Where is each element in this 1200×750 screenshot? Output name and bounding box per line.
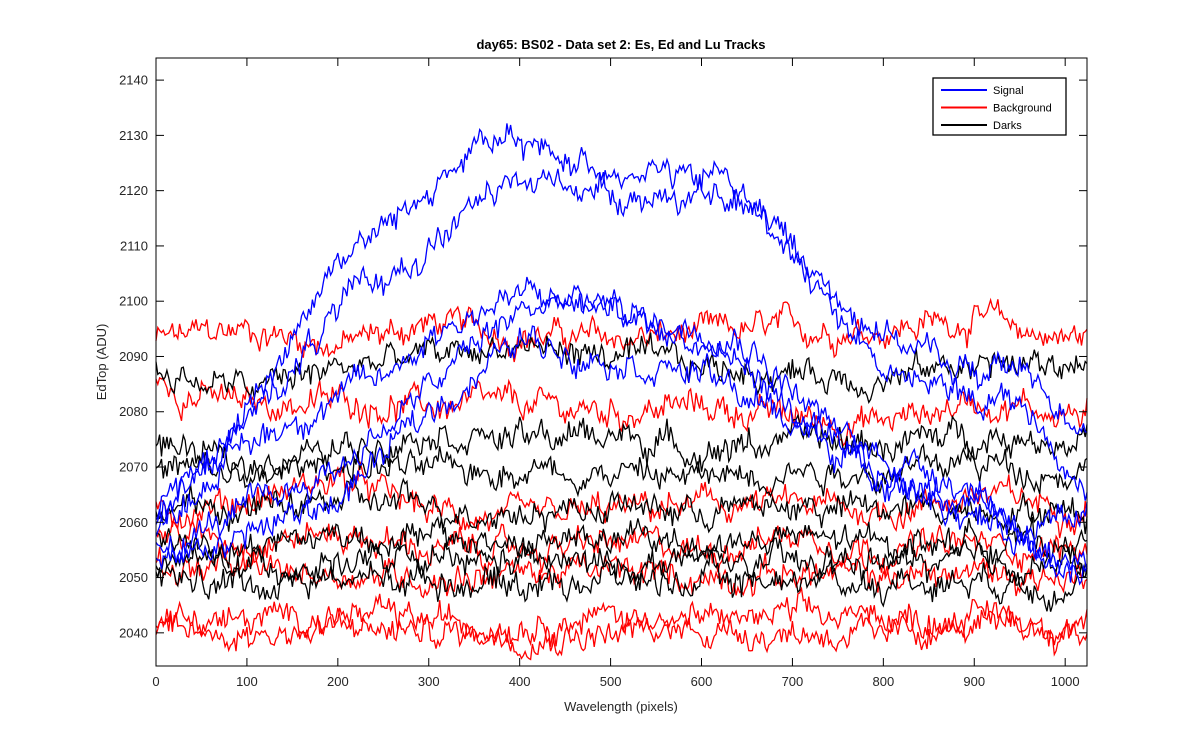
series-line-darks-13 (155, 413, 1088, 485)
series-line-darks-17 (155, 537, 1088, 591)
y-tick-label: 2140 (119, 73, 148, 88)
y-tick-label: 2100 (119, 294, 148, 309)
series-line-background-8 (155, 515, 1088, 581)
legend: Signal Background Darks (932, 77, 1067, 136)
x-tick-label: 0 (152, 674, 159, 689)
x-tick-label: 1000 (1051, 674, 1080, 689)
y-tick-label: 2040 (119, 625, 148, 640)
y-tick-label: 2130 (119, 128, 148, 143)
series-line-darks-16 (155, 515, 1088, 569)
y-axis: 2040 2050 2060 2070 2080 2090 2100 2110 2120 2130… (119, 73, 1087, 640)
x-tick-label: 500 (600, 674, 622, 689)
y-tick-label: 2110 (120, 238, 148, 253)
legend-label-darks: Darks (993, 120, 1022, 132)
chart-title: day65: BS02 - Data set 2: Es, Ed and Lu … (476, 37, 765, 52)
series-line-signal-3 (155, 284, 1088, 579)
series-layer (155, 123, 1088, 661)
x-axis-label: Wavelength (pixels) (564, 699, 678, 714)
legend-label-background: Background (993, 103, 1052, 115)
series-line-background-11 (155, 601, 1088, 661)
y-tick-label: 2080 (119, 404, 148, 419)
y-tick-label: 2090 (119, 349, 148, 364)
y-axis-label: EdTop (ADU) (94, 324, 109, 401)
series-line-background-9 (155, 545, 1088, 599)
series-line-darks-14 (155, 442, 1088, 498)
series-line-darks-12 (155, 332, 1088, 405)
x-tick-label: 400 (509, 674, 531, 689)
series-line-signal-1 (155, 168, 1088, 537)
x-tick-label: 800 (872, 674, 894, 689)
legend-label-signal: Signal (993, 85, 1024, 97)
series-line-darks-18 (155, 549, 1088, 612)
y-tick-label: 2050 (119, 570, 148, 585)
y-tick-label: 2120 (119, 183, 148, 198)
series-line-background-6 (155, 376, 1088, 448)
x-tick-label: 600 (691, 674, 713, 689)
y-tick-label: 2070 (119, 460, 148, 475)
y-tick-label: 2060 (119, 515, 148, 530)
series-line-background-10 (155, 586, 1088, 652)
x-tick-label: 300 (418, 674, 440, 689)
x-tick-label: 900 (963, 674, 985, 689)
series-line-signal-2 (155, 276, 1088, 543)
x-axis: 0 100 200 300 400 500 600 700 800 900 1000 (152, 58, 1080, 689)
x-tick-label: 200 (327, 674, 349, 689)
x-tick-label: 700 (782, 674, 804, 689)
series-line-signal-0 (155, 123, 1088, 525)
plot-area-frame (155, 57, 1088, 667)
series-line-background-5 (155, 297, 1088, 363)
series-line-signal-4 (155, 325, 1088, 586)
x-tick-label: 100 (236, 674, 258, 689)
